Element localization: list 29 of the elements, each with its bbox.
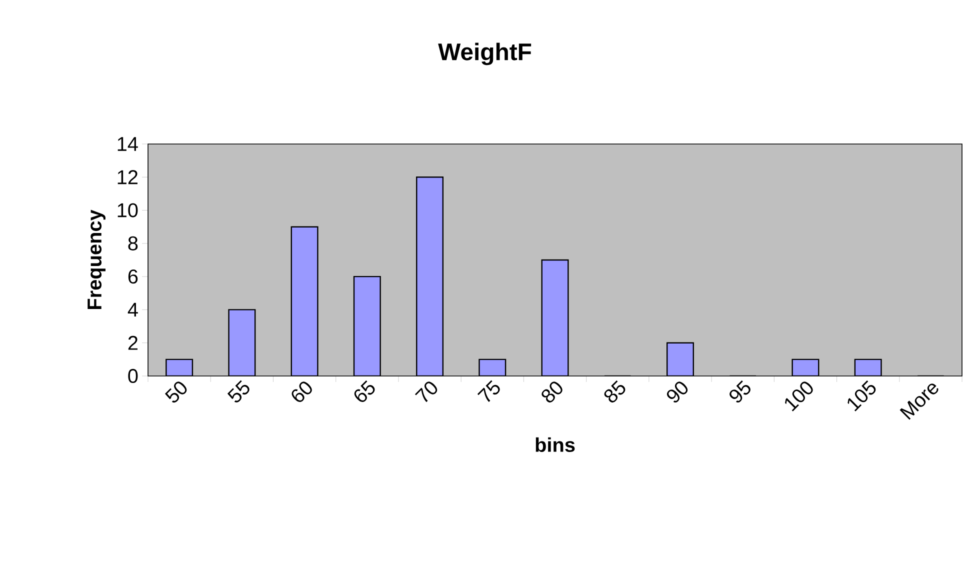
y-tick-label: 0 xyxy=(128,368,138,384)
y-tick-label: 12 xyxy=(118,170,138,184)
bar xyxy=(228,309,256,376)
x-tick-label: 85 xyxy=(604,380,626,403)
bar xyxy=(666,342,694,376)
y-tick-label: 10 xyxy=(118,203,138,218)
x-axis-title: bins xyxy=(536,437,575,452)
bar xyxy=(290,226,318,376)
y-axis-title: Frequency xyxy=(88,210,106,310)
x-tick-label: 50 xyxy=(164,382,187,403)
x-tick-label: 90 xyxy=(666,382,688,402)
x-tick-label: 100 xyxy=(785,382,813,412)
x-tick-label: 60 xyxy=(292,382,312,402)
x-tick-label: 105 xyxy=(848,380,876,412)
x-tick-label: 70 xyxy=(414,382,438,402)
x-tick-label: 75 xyxy=(477,380,500,402)
chart-title: WeightF xyxy=(438,42,532,66)
bar xyxy=(416,176,444,376)
bar xyxy=(353,276,381,376)
y-tick-label: 14 xyxy=(118,137,138,151)
x-tick-label: 55 xyxy=(227,380,250,402)
y-tick-label: 8 xyxy=(128,236,138,250)
x-tick-label: 80 xyxy=(542,382,562,403)
bar xyxy=(541,259,569,376)
x-tick-label: 95 xyxy=(730,380,750,402)
y-tick-label: 2 xyxy=(128,336,138,350)
x-tick-label: 65 xyxy=(354,380,375,402)
y-tick-label: 4 xyxy=(128,302,138,317)
y-tick-label: 6 xyxy=(128,270,138,284)
